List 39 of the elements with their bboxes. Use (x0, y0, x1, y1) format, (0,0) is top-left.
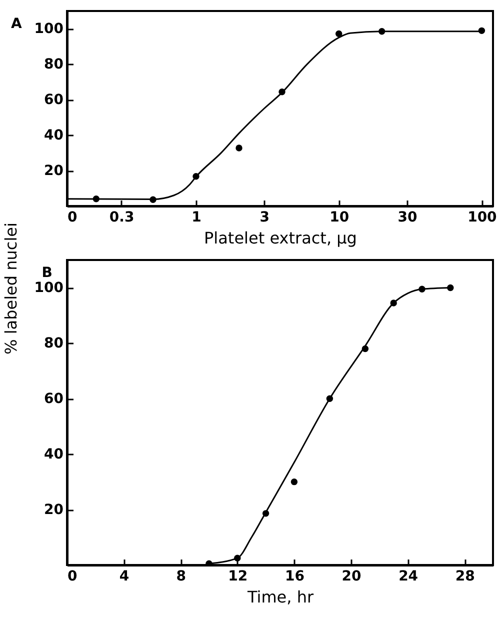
point (206, 560, 212, 565)
y-tick-label: 100 (34, 21, 64, 38)
x-tick-label: 8 (176, 568, 186, 584)
x-tick-label: 0.3 (109, 210, 134, 226)
x-tick-label: 1 (192, 210, 202, 226)
y-tick-label: 40 (44, 446, 64, 463)
x-tick-label: 10 (330, 210, 350, 226)
x-axis-title: Time, hr (246, 588, 314, 606)
x-axis-title: Platelet extract, μg (204, 228, 357, 248)
y-tick-label: 60 (44, 92, 64, 108)
y-tick-label: 100 (34, 280, 64, 296)
x-tick-label: 100 (468, 210, 498, 226)
point (418, 286, 426, 292)
point (262, 510, 270, 517)
x-tick-label: 16 (284, 568, 304, 584)
y-tick-label: 40 (44, 128, 64, 144)
chart-title: B (42, 265, 52, 281)
x-tick-label: 4 (119, 568, 130, 584)
x-tick-label: 24 (398, 568, 418, 584)
point (390, 300, 397, 306)
x-tick-label: 20 (342, 568, 362, 584)
point (290, 478, 298, 486)
x-tick-label: 30 (398, 210, 418, 226)
point (234, 554, 241, 562)
y-tick-label: 80 (44, 56, 64, 73)
y-tick-label: 80 (44, 336, 64, 352)
x-tick-label: 0 (68, 568, 78, 584)
y-tick-label: 20 (44, 163, 64, 180)
y-axis-title: % labeled nuclei (2, 222, 20, 354)
x-tick-label: 28 (455, 568, 475, 584)
x-tick-label: 12 (228, 568, 248, 584)
chart-title: A (11, 16, 22, 32)
point (326, 395, 334, 402)
y-tick-label: 60 (44, 391, 64, 408)
point (447, 284, 454, 292)
point (362, 345, 369, 352)
x-tick-label: 0 (68, 210, 78, 226)
y-tick-label: 20 (44, 502, 64, 518)
x-tick-label: 3 (260, 210, 270, 226)
